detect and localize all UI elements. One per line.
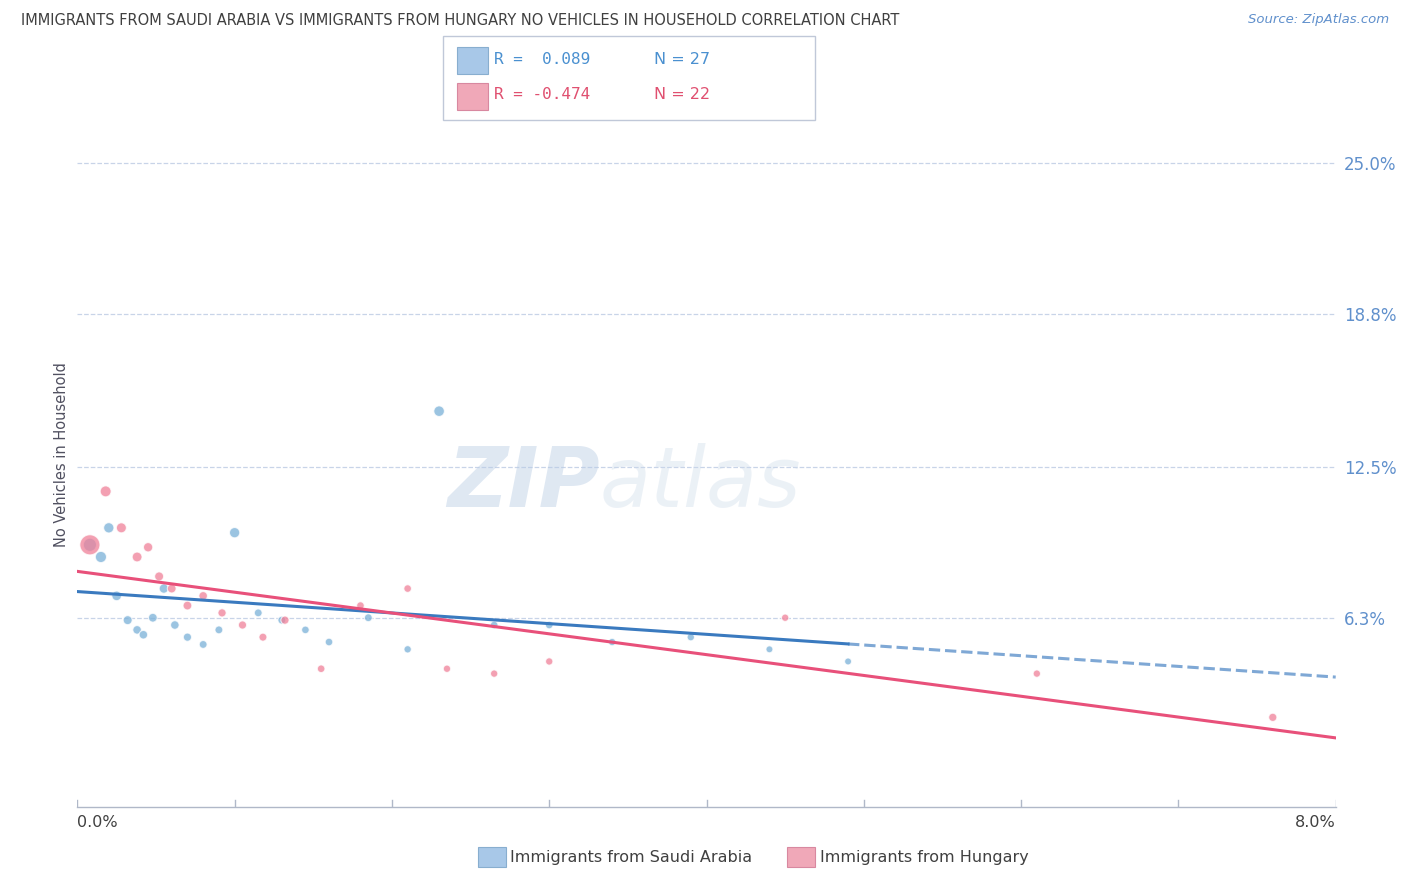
Point [427, 404, 450, 418]
Text: N = 27: N = 27 [654, 53, 710, 67]
Point [318, 635, 340, 649]
Point [357, 611, 380, 625]
Text: R = -0.474: R = -0.474 [494, 87, 589, 103]
Point [396, 582, 419, 596]
Point [349, 599, 371, 613]
Point [294, 623, 316, 637]
Text: Immigrants from Saudi Arabia: Immigrants from Saudi Arabia [510, 850, 752, 864]
Point [837, 655, 859, 669]
Point [193, 637, 215, 651]
Point [94, 484, 117, 499]
Point [136, 541, 159, 555]
Point [756, 45, 779, 59]
Point [758, 642, 780, 657]
Point [79, 538, 101, 552]
Point [309, 662, 332, 676]
Point [153, 582, 176, 596]
Point [270, 613, 292, 627]
Point [142, 611, 165, 625]
Text: Immigrants from Hungary: Immigrants from Hungary [820, 850, 1028, 864]
Text: 8.0%: 8.0% [1295, 815, 1336, 830]
Point [252, 630, 274, 644]
Point [396, 642, 419, 657]
Point [436, 662, 458, 676]
Point [1025, 666, 1047, 681]
Point [247, 606, 270, 620]
Point [193, 589, 215, 603]
Point [148, 569, 170, 583]
Point [117, 613, 139, 627]
Point [538, 655, 561, 669]
Point [105, 589, 128, 603]
Point [538, 618, 561, 632]
Point [90, 549, 112, 564]
Point [163, 618, 186, 632]
Text: R =  0.089: R = 0.089 [494, 53, 589, 67]
Point [773, 611, 796, 625]
Point [679, 630, 702, 644]
Point [231, 618, 253, 632]
Point [482, 666, 505, 681]
Point [208, 623, 231, 637]
Point [600, 635, 623, 649]
Point [482, 618, 505, 632]
Y-axis label: No Vehicles in Household: No Vehicles in Household [53, 362, 69, 548]
Point [1261, 710, 1284, 724]
Point [132, 628, 155, 642]
Point [224, 525, 246, 540]
Text: atlas: atlas [599, 442, 801, 524]
Point [79, 538, 101, 552]
Point [176, 599, 198, 613]
Text: IMMIGRANTS FROM SAUDI ARABIA VS IMMIGRANTS FROM HUNGARY NO VEHICLES IN HOUSEHOLD: IMMIGRANTS FROM SAUDI ARABIA VS IMMIGRAN… [21, 13, 900, 29]
Point [176, 630, 198, 644]
Point [274, 613, 297, 627]
Point [127, 623, 149, 637]
Point [97, 521, 120, 535]
Text: ZIP: ZIP [447, 442, 599, 524]
Text: N = 22: N = 22 [654, 87, 710, 103]
Text: Source: ZipAtlas.com: Source: ZipAtlas.com [1249, 13, 1389, 27]
Text: 0.0%: 0.0% [77, 815, 118, 830]
Point [110, 521, 132, 535]
Point [211, 606, 233, 620]
Point [160, 582, 183, 596]
Point [127, 549, 149, 564]
